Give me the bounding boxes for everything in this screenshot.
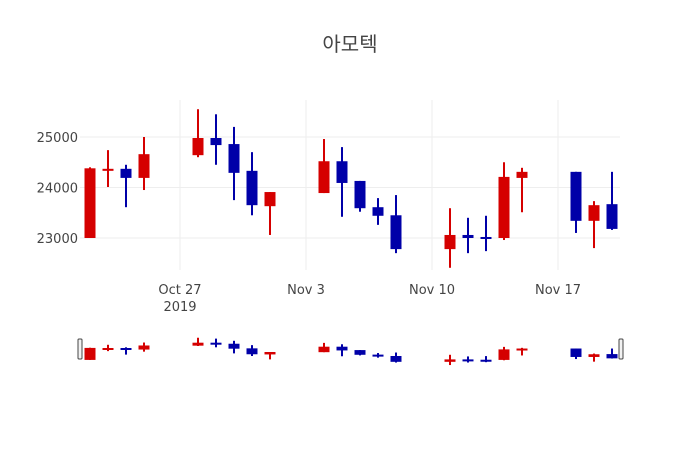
candle xyxy=(354,180,366,212)
candle xyxy=(390,195,402,254)
candle xyxy=(246,152,258,216)
slider-candle xyxy=(372,353,384,358)
candle xyxy=(516,167,528,213)
slider-candle xyxy=(390,352,402,363)
candle xyxy=(462,217,474,254)
slider-candle xyxy=(264,352,276,360)
range-slider-left-handle[interactable] xyxy=(77,338,83,360)
candle xyxy=(120,164,132,208)
slider-candle xyxy=(606,348,618,359)
x-tick-label: 2019 xyxy=(163,300,196,315)
candle xyxy=(336,147,348,217)
candle xyxy=(84,167,96,238)
candle xyxy=(264,192,276,235)
candle xyxy=(318,139,330,194)
slider-candle xyxy=(210,338,222,348)
slider-candle xyxy=(336,344,348,357)
slider-candle xyxy=(588,353,600,362)
candle xyxy=(588,201,600,249)
candle xyxy=(102,150,114,187)
x-tick-label: Nov 10 xyxy=(409,283,455,298)
slider-candle xyxy=(570,348,582,360)
range-slider[interactable] xyxy=(77,337,624,366)
y-tick-label: 23000 xyxy=(37,232,78,247)
slider-candle xyxy=(444,354,456,366)
candle xyxy=(210,114,222,165)
slider-candle xyxy=(462,356,474,363)
slider-candle xyxy=(84,347,96,360)
slider-candle xyxy=(138,342,150,352)
slider-candle xyxy=(246,345,258,356)
slider-candle xyxy=(120,347,132,355)
candle xyxy=(444,208,456,268)
y-tick-label: 24000 xyxy=(37,182,78,197)
x-axis-ticks: Oct 27 2019 Nov 3 Nov 10 Nov 17 xyxy=(158,283,581,315)
candle xyxy=(606,171,618,230)
candle xyxy=(192,109,204,158)
gridlines xyxy=(80,100,620,270)
candle xyxy=(372,198,384,225)
y-tick-label: 25000 xyxy=(37,131,78,146)
slider-candle xyxy=(498,346,510,361)
slider-candle xyxy=(318,342,330,353)
y-axis-ticks: 23000 24000 25000 xyxy=(37,131,78,247)
slider-candle xyxy=(354,350,366,356)
slider-candle xyxy=(228,340,240,354)
slider-candle xyxy=(516,347,528,356)
candle xyxy=(480,215,492,252)
x-tick-label: Oct 27 xyxy=(158,283,201,298)
candle xyxy=(138,137,150,191)
slider-candle xyxy=(480,356,492,363)
slider-candle xyxy=(102,344,114,352)
candle xyxy=(228,126,240,201)
candle xyxy=(498,162,510,241)
candles xyxy=(84,109,618,268)
x-tick-label: Nov 3 xyxy=(287,283,325,298)
slider-candle xyxy=(192,337,204,346)
chart-title: 아모텍 xyxy=(322,32,378,56)
candle xyxy=(570,171,582,233)
x-tick-label: Nov 17 xyxy=(535,283,581,298)
range-slider-right-handle[interactable] xyxy=(618,338,624,360)
